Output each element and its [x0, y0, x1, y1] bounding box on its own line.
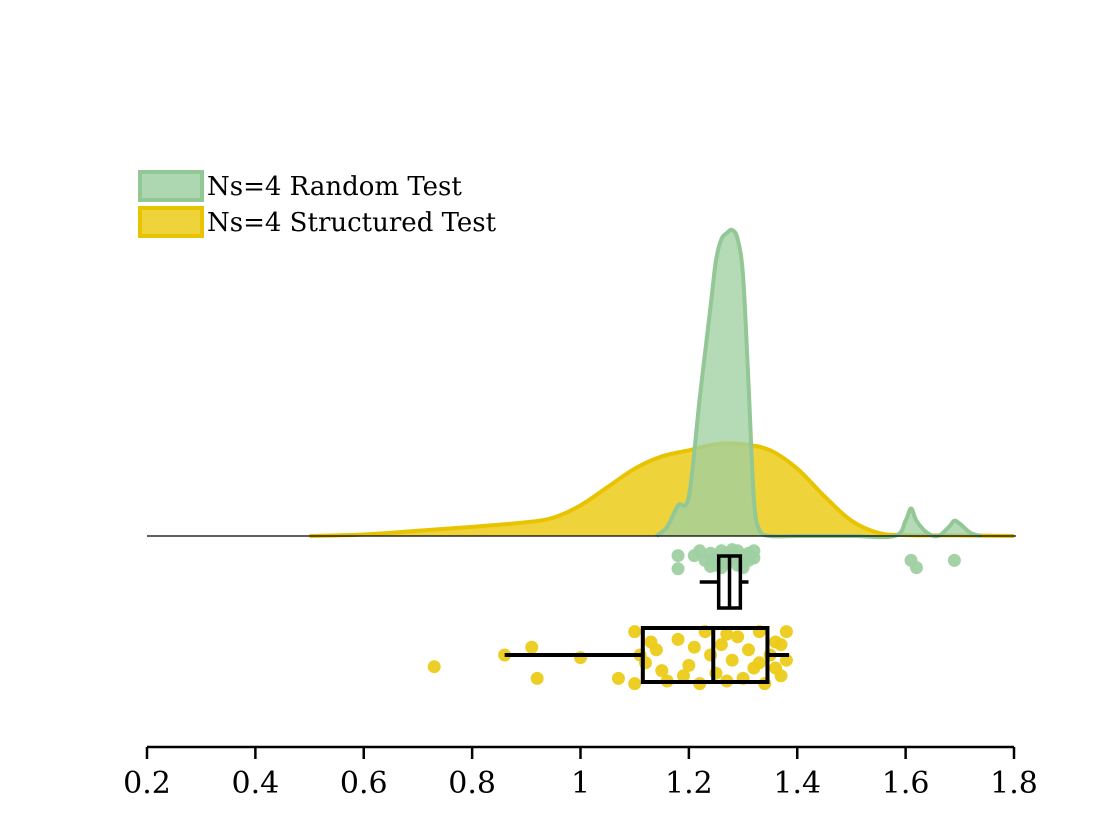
data-point — [611, 671, 625, 685]
data-point — [779, 625, 793, 639]
data-point — [671, 562, 685, 576]
data-point — [676, 669, 690, 683]
data-point — [644, 635, 658, 649]
data-point — [525, 640, 539, 654]
density-outline-structured — [309, 441, 1015, 538]
data-point — [682, 658, 696, 672]
x-tick-label: 0.4 — [232, 766, 280, 801]
jitter-points — [427, 543, 961, 691]
data-point — [741, 643, 755, 657]
data-point — [736, 561, 750, 575]
data-point — [687, 640, 701, 654]
data-point — [731, 630, 745, 644]
x-tick-label: 1 — [571, 766, 590, 801]
density-area-random — [656, 229, 982, 538]
x-tick-label: 0.8 — [448, 766, 496, 801]
data-point — [909, 561, 923, 575]
density-area-structured — [309, 443, 1014, 536]
legend: Ns=4 Random Test Ns=4 Structured Test — [138, 170, 497, 238]
data-point — [769, 661, 783, 675]
legend-swatch — [138, 170, 204, 202]
data-point — [725, 653, 739, 667]
data-point — [693, 544, 707, 558]
data-point — [628, 625, 642, 639]
density-clouds — [309, 227, 1015, 540]
x-tick-label: 0.2 — [123, 766, 171, 801]
data-point — [628, 677, 642, 691]
data-point — [720, 627, 734, 641]
x-tick-label: 1.8 — [990, 766, 1038, 801]
data-point — [714, 638, 728, 652]
data-point — [427, 660, 441, 674]
box-iqr — [640, 626, 770, 684]
legend-label: Ns=4 Random Test — [207, 172, 462, 202]
data-point — [530, 671, 544, 685]
x-tick-label: 0.6 — [340, 766, 388, 801]
box-plots — [504, 554, 790, 684]
data-point — [774, 638, 788, 652]
data-point — [704, 559, 718, 573]
data-point — [747, 551, 761, 565]
data-point — [947, 553, 961, 567]
data-point — [671, 632, 685, 646]
data-point — [655, 664, 669, 678]
data-point — [752, 656, 766, 670]
legend-label: Ns=4 Structured Test — [207, 208, 497, 238]
legend-swatch — [138, 206, 204, 238]
x-tick-label: 1.4 — [773, 766, 821, 801]
x-axis: 0.2 0.4 0.6 0.8 1 1.2 1.4 1.6 1.8 — [123, 745, 1038, 801]
x-tick-label: 1.6 — [882, 766, 930, 801]
x-tick-label: 1.2 — [665, 766, 713, 801]
data-point — [671, 549, 685, 563]
